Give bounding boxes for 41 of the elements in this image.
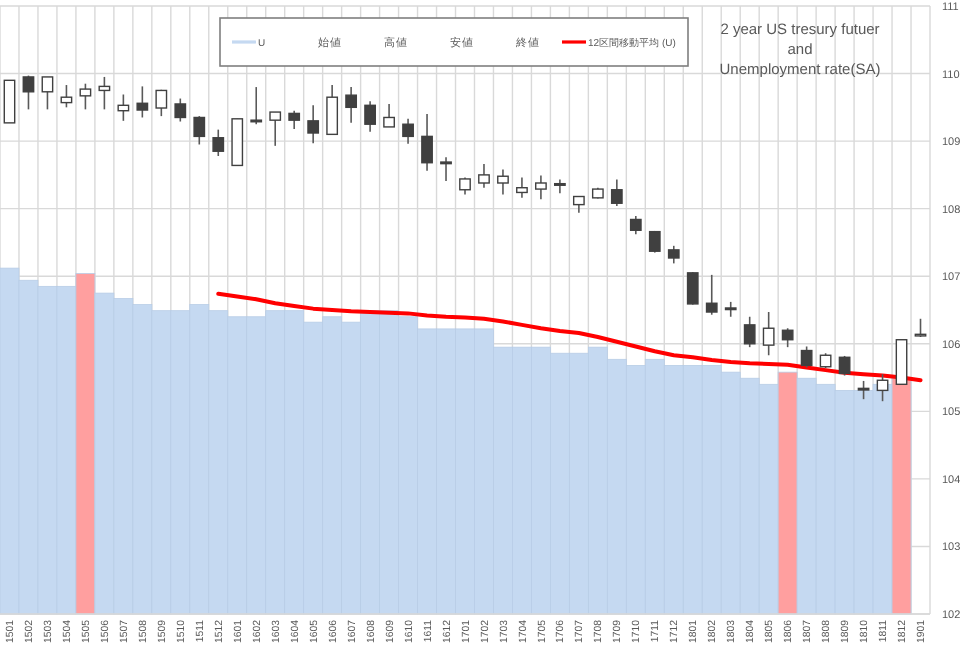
candlestick: [326, 84, 339, 136]
candlestick: [41, 76, 54, 111]
candlestick: [269, 111, 282, 147]
candlestick: [838, 355, 851, 377]
candlestick: [250, 86, 263, 126]
candlestick: [857, 380, 870, 400]
candlestick: [421, 113, 433, 172]
candlestick: [155, 88, 168, 117]
candlestick: [117, 93, 130, 122]
candlestick: [440, 156, 452, 182]
candlestick: [98, 76, 111, 111]
candlestick: [345, 86, 358, 124]
candlestick: [79, 82, 92, 111]
candlestick: [231, 118, 244, 167]
candlestick: [22, 74, 35, 111]
candlestick: [895, 339, 908, 386]
candlestick: [307, 104, 320, 144]
candlestick: [383, 103, 395, 128]
candlestick: [3, 79, 16, 124]
candlestick: [743, 315, 756, 348]
candlestick: [136, 85, 149, 119]
candlestick: [174, 97, 187, 123]
candlestick: [364, 100, 376, 133]
candlestick: [610, 178, 623, 207]
candlestick: [876, 373, 889, 402]
candlestick: [212, 128, 225, 157]
candlestick: [686, 271, 699, 306]
candlestick: [516, 176, 528, 199]
candlestick: [497, 168, 509, 196]
candlestick: [554, 178, 566, 194]
candlestick: [478, 163, 490, 189]
candlestick: [724, 301, 737, 318]
candlestick: [402, 118, 414, 145]
candlestick: [800, 345, 813, 369]
candlestick: [193, 115, 206, 146]
candlestick: [705, 274, 718, 316]
candlestick: [781, 327, 794, 348]
candlestick: [762, 311, 775, 357]
candlestick: [288, 109, 301, 130]
candlestick: [535, 174, 547, 201]
candlestick: [629, 215, 642, 236]
